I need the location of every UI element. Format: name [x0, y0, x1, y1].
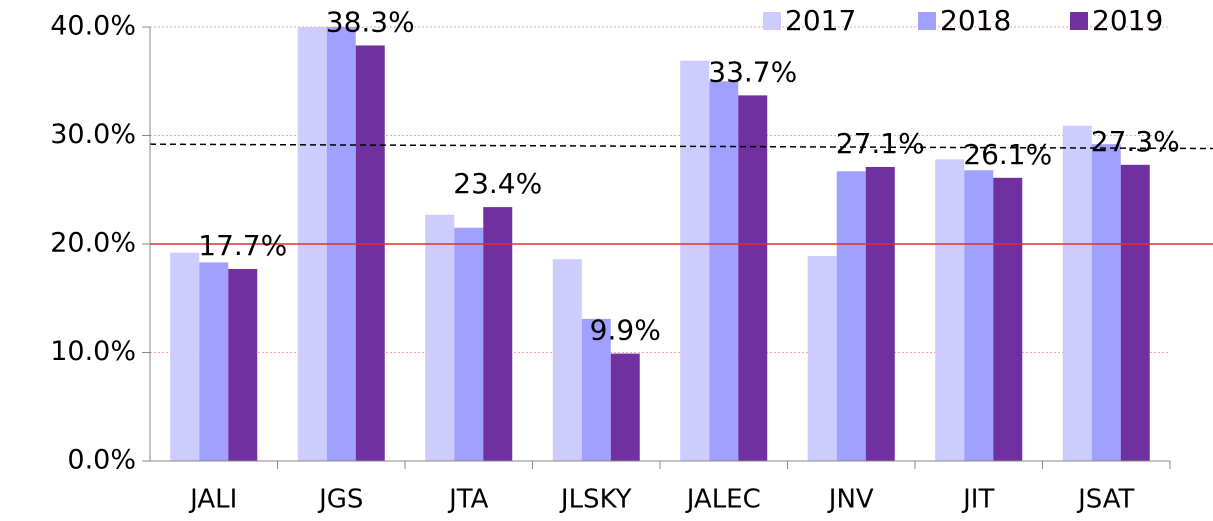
bar — [993, 177, 1023, 461]
y-tick-label: 10.0% — [50, 336, 136, 367]
bar — [581, 318, 611, 461]
bar — [355, 45, 385, 461]
bar — [964, 170, 994, 461]
bar — [425, 214, 455, 461]
legend-label: 2017 — [785, 4, 856, 37]
bar — [865, 166, 895, 461]
bar — [483, 207, 513, 461]
legend-swatch — [918, 12, 936, 30]
x-tick-label: JTA — [447, 485, 489, 515]
x-tick-label: JSAT — [1076, 485, 1134, 515]
y-tick-label: 0.0% — [67, 445, 136, 476]
legend-swatch — [763, 12, 781, 30]
legend-label: 2018 — [940, 4, 1011, 37]
bar — [709, 81, 739, 461]
bar — [1120, 164, 1150, 462]
x-tick-label: JALI — [188, 485, 237, 515]
y-tick-label: 40.0% — [50, 11, 136, 42]
legend-swatch — [1070, 12, 1088, 30]
value-label: 17.7% — [198, 229, 287, 262]
bar — [935, 159, 965, 461]
bar — [738, 95, 768, 461]
bar — [610, 353, 640, 461]
y-tick-label: 30.0% — [50, 119, 136, 150]
bar — [170, 252, 200, 461]
bar — [1091, 144, 1121, 461]
value-label: 27.3% — [1091, 125, 1180, 158]
reference-line — [149, 143, 1213, 150]
value-label: 26.1% — [963, 138, 1052, 171]
x-tick-label: JNV — [827, 485, 874, 515]
value-label: 38.3% — [326, 5, 415, 38]
x-tick-label: JIT — [961, 485, 994, 515]
value-label: 33.7% — [708, 55, 797, 88]
bar — [454, 227, 484, 461]
value-label: 9.9% — [590, 314, 661, 347]
bar — [199, 262, 229, 461]
x-tick-label: JGS — [317, 485, 363, 515]
bar — [228, 268, 258, 461]
x-tick-label: JLSKY — [559, 485, 632, 515]
value-label: 23.4% — [453, 167, 542, 200]
bar — [836, 171, 866, 461]
bar — [680, 60, 710, 461]
bar — [552, 259, 582, 461]
bar — [807, 255, 837, 461]
bar — [1062, 125, 1092, 462]
x-tick-label: JALEC — [685, 485, 761, 515]
legend-label: 2019 — [1092, 4, 1163, 37]
value-label: 27.1% — [836, 127, 925, 160]
y-tick-label: 20.0% — [50, 228, 136, 259]
